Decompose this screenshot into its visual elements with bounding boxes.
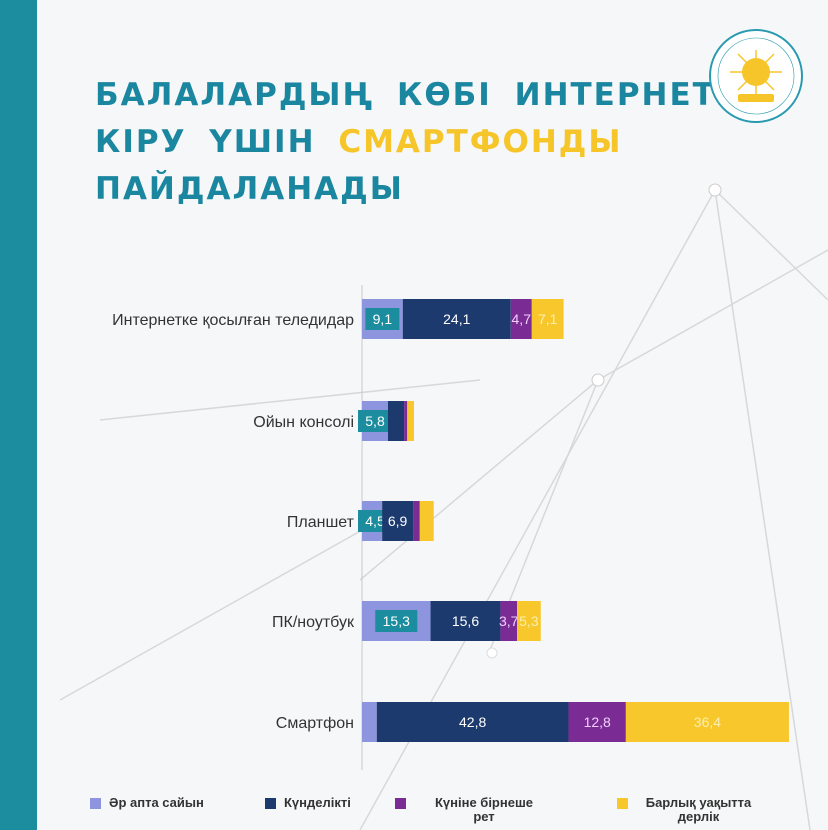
data-label: 4,7 [512,311,532,327]
data-label: 36,4 [694,714,721,730]
legend-item-almost-always: Барлық уақытта дерлік [617,796,761,824]
bar-segment [376,702,569,742]
ministry-logo [709,29,803,123]
page-title: БАЛАЛАРДЫҢ КӨБІ ИНТЕРНЕТКЕ КІРУ ҮШІН СМА… [95,72,766,213]
data-label: 3,7 [499,613,519,629]
title-line-3: ПАЙДАЛАНАДЫ [95,171,404,207]
data-label: 42,8 [459,714,486,730]
bar-segment [625,702,789,742]
data-label: 9,1 [373,311,393,327]
title-line-1: БАЛАЛАРДЫҢ КӨБІ ИНТЕРНЕТКЕ [95,77,767,113]
bar-segment [517,601,541,641]
bar-segment [382,501,414,541]
data-label: 4,5 [365,513,385,529]
legend-item-several-times: Күніне бірнеше рет [395,796,544,824]
bar-segment [402,299,511,339]
title-highlight: СМАРТФОНДЫ [338,124,623,160]
data-label: 15,3 [383,613,410,629]
bar-segment [407,401,414,441]
legend-swatch [265,798,276,809]
category-label: Смартфон [276,715,354,732]
bar-segment [430,601,501,641]
bar-segment [413,501,420,541]
legend-item-daily: Күнделікті [265,796,351,810]
title-line-2: КІРУ ҮШІН [95,124,316,160]
category-label: Планшет [287,514,355,531]
legend-swatch [395,798,406,809]
data-label: 24,1 [443,311,470,327]
legend-label: Күніне бірнеше рет [434,795,534,824]
legend-label: Барлық уақытта дерлік [645,795,752,824]
data-label: 12,8 [584,714,611,730]
bar-segment [568,702,626,742]
bar-segment [362,702,377,742]
category-label: ПК/ноутбук [272,614,355,631]
legend-label: Әр апта сайын [109,795,204,810]
data-label-box [365,308,400,330]
legend-swatch [617,798,628,809]
category-label: Ойын консолі [253,414,354,431]
data-label-box [375,610,418,632]
accent-strip [0,0,37,830]
data-label: 6,9 [388,513,408,529]
bar-segment [404,401,408,441]
legend-label: Күнделікті [284,795,351,810]
bar-segment [531,299,564,339]
category-label: Интернетке қосылған теледидар [112,312,354,329]
bar-segment [419,501,434,541]
data-label: 15,6 [452,613,479,629]
bar-segment [510,299,532,339]
data-label: 5,8 [365,413,385,429]
bar-segment [387,401,405,441]
legend-item-weekly: Әр апта сайын [90,796,204,810]
data-label: 7,1 [538,311,558,327]
legend-swatch [90,798,101,809]
bar-segment [500,601,518,641]
data-label: 5,3 [519,613,539,629]
data-label-box [358,410,392,432]
